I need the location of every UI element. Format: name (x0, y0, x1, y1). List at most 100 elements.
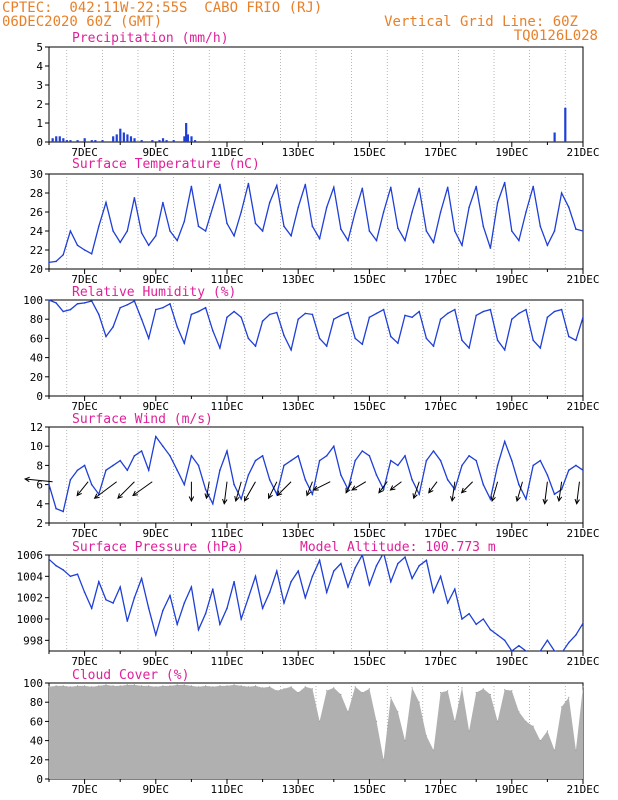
wind-vector-head (378, 487, 384, 494)
rh-data-point (140, 318, 143, 321)
wind-vector (351, 481, 367, 491)
rh-data-point (354, 337, 357, 340)
y-tick-label: 10 (30, 440, 43, 453)
rh-data-point (55, 302, 57, 304)
rh-data-point (76, 303, 79, 305)
rh-data-point (553, 310, 556, 313)
wind-data-point (575, 464, 577, 467)
cloud-data-point (368, 688, 370, 690)
x-tick-label: 9DEC (143, 400, 170, 413)
temp-data-point (518, 239, 520, 242)
temp-data-point (582, 230, 584, 232)
cloud-data-point (440, 692, 442, 694)
wind-data-point (539, 459, 542, 462)
cloud-data-point (582, 686, 584, 688)
panel-pressure: Surface Pressure (hPa) Model Altitude: 1… (17, 540, 600, 668)
temp-data-point (190, 185, 193, 188)
panel-rh: Relative Humidity (%) 7DEC 9DEC 11DEC 13DEC… (23, 285, 599, 413)
header-grid-note: Vertical Grid Line: 60Z (384, 14, 578, 30)
rh-data-point (418, 310, 421, 313)
cloud-data-point (383, 759, 385, 761)
wind-data-point (311, 493, 314, 496)
pressure-data-point (568, 641, 570, 644)
wind-data-point (382, 488, 385, 491)
wind-vector-head (428, 487, 434, 494)
wind-data-point (48, 483, 50, 486)
pressure-data-point (575, 634, 577, 636)
temp-data-point (169, 230, 171, 232)
temp-data-point (112, 230, 114, 232)
cloud-data-point (190, 685, 192, 687)
temp-data-point (98, 225, 100, 228)
wind-data-point (55, 507, 57, 510)
precip-bar (65, 140, 68, 142)
pressure-data-point (361, 554, 364, 556)
cloud-data-point (69, 686, 71, 688)
rh-data-point (582, 316, 584, 319)
cloud-data-point (575, 749, 577, 751)
pressure-data-point (354, 567, 357, 569)
y-tick-label: 2 (36, 98, 43, 111)
x-tick-label: 15DEC (353, 273, 386, 286)
wind-data-point (375, 474, 378, 476)
precip-bar (58, 136, 61, 142)
cloud-data-point (532, 725, 534, 727)
cloud-data-point (169, 685, 171, 687)
title-wind: Surface Wind (m/s) (72, 412, 213, 427)
precip-bar (112, 136, 115, 142)
cloud-data-point (148, 685, 150, 687)
wind-vector (544, 481, 548, 504)
wind-data-point (418, 493, 421, 496)
precip-bar (133, 138, 136, 142)
x-tick-label: 17DEC (424, 783, 457, 796)
cloud-data-point (418, 701, 420, 703)
wind-data-point (568, 469, 570, 472)
pressure-data-point (226, 607, 228, 610)
wind-data-point (83, 464, 86, 467)
title-temp: Surface Temperature (nC) (72, 157, 260, 172)
pressure-data-point (204, 612, 207, 615)
temp-data-point (425, 230, 428, 232)
pressure-data-point (397, 562, 399, 565)
rh-data-point (183, 342, 186, 345)
wind-data-point (439, 459, 442, 462)
temp-data-point (411, 211, 413, 213)
pressure-data-point (247, 596, 250, 599)
x-tick-label: 11DEC (210, 655, 243, 668)
rh-data-point (525, 308, 527, 311)
cloud-data-point (404, 740, 406, 742)
y-tick-label: 1000 (17, 613, 44, 626)
wind-data-point (404, 455, 406, 457)
x-tick-label: 13DEC (282, 400, 315, 413)
pressure-data-point (390, 580, 392, 583)
wind-data-point (454, 488, 456, 491)
temp-data-point (318, 237, 321, 240)
title-rh: Relative Humidity (%) (72, 285, 236, 300)
x-tick-label: 7DEC (71, 783, 98, 796)
wind-vector (451, 481, 456, 502)
cloud-data-point (297, 692, 299, 694)
wind-data-point (496, 464, 499, 467)
wind-vector-head (132, 490, 139, 497)
wind-vector-head (460, 487, 467, 494)
wind-data-point (489, 498, 492, 500)
temp-data-point (204, 230, 207, 232)
wind-data-point (112, 464, 114, 467)
wind-vector (516, 481, 523, 502)
temp-data-point (397, 227, 399, 229)
rh-data-point (90, 300, 93, 302)
pressure-data-point (525, 650, 527, 652)
rh-data-point (340, 314, 342, 317)
wind-vector (76, 481, 89, 496)
wind-vector (132, 481, 153, 496)
cloud-data-point (497, 720, 499, 723)
y-tick-label: 12 (30, 421, 43, 434)
rh-data-point (361, 343, 364, 346)
rh-data-point (105, 335, 107, 338)
cloud-data-point (454, 720, 456, 723)
precip-bar (183, 136, 186, 142)
x-tick-label: 9DEC (143, 273, 170, 286)
wind-data-point (119, 459, 121, 462)
y-tick-label: 0 (36, 773, 43, 786)
y-tick-label: 40 (30, 735, 43, 748)
